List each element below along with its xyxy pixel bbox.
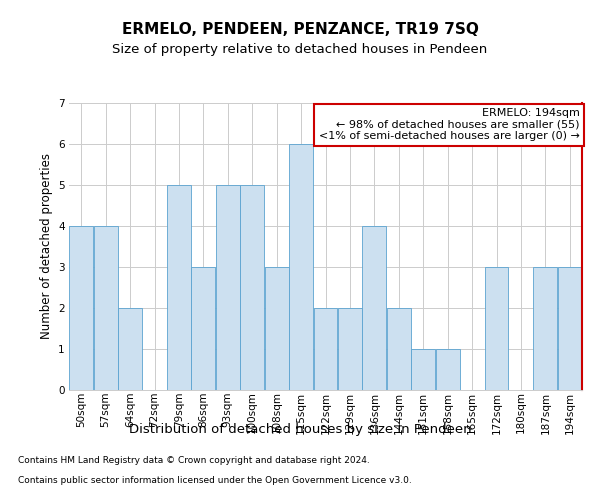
Bar <box>533 267 557 390</box>
Bar <box>411 349 435 390</box>
Bar <box>265 267 289 390</box>
Bar <box>338 308 362 390</box>
Bar <box>167 184 191 390</box>
Bar <box>216 184 240 390</box>
Text: Distribution of detached houses by size in Pendeen: Distribution of detached houses by size … <box>128 422 472 436</box>
Bar <box>191 267 215 390</box>
Bar <box>558 267 582 390</box>
Bar <box>69 226 93 390</box>
Bar <box>314 308 337 390</box>
Y-axis label: Number of detached properties: Number of detached properties <box>40 153 53 340</box>
Bar <box>485 267 508 390</box>
Text: ERMELO, PENDEEN, PENZANCE, TR19 7SQ: ERMELO, PENDEEN, PENZANCE, TR19 7SQ <box>122 22 478 38</box>
Bar <box>436 349 460 390</box>
Bar <box>240 184 264 390</box>
Text: Contains public sector information licensed under the Open Government Licence v3: Contains public sector information licen… <box>18 476 412 485</box>
Text: Contains HM Land Registry data © Crown copyright and database right 2024.: Contains HM Land Registry data © Crown c… <box>18 456 370 465</box>
Bar <box>118 308 142 390</box>
Bar <box>362 226 386 390</box>
Text: ERMELO: 194sqm
← 98% of detached houses are smaller (55)
<1% of semi-detached ho: ERMELO: 194sqm ← 98% of detached houses … <box>319 108 580 142</box>
Bar <box>387 308 411 390</box>
Text: Size of property relative to detached houses in Pendeen: Size of property relative to detached ho… <box>112 42 488 56</box>
Bar <box>94 226 118 390</box>
Bar <box>289 144 313 390</box>
